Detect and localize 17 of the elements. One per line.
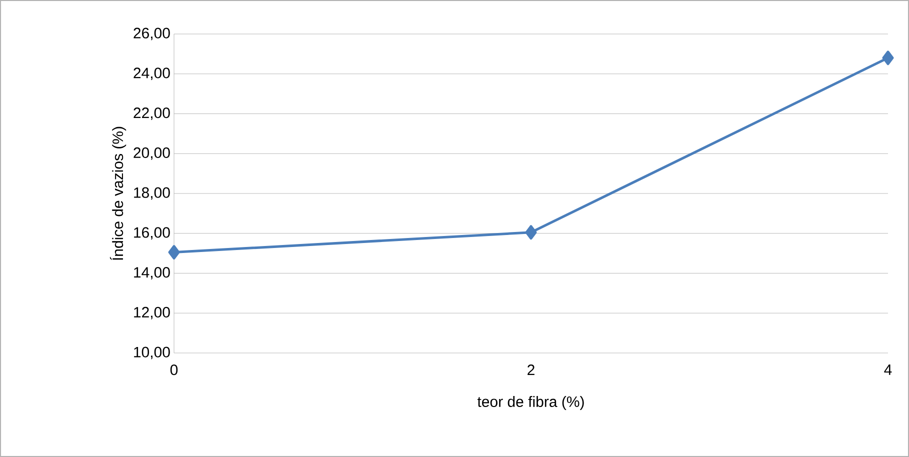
x-axis-title: teor de fibra (%) bbox=[477, 396, 584, 410]
y-tick-label: 10,00 bbox=[134, 346, 170, 360]
y-tick-label: 12,00 bbox=[134, 306, 170, 320]
y-tick-label: 22,00 bbox=[134, 108, 170, 120]
x-tick-label: 4 bbox=[884, 364, 892, 375]
y-tick-label: 20,00 bbox=[134, 147, 170, 160]
point bbox=[882, 50, 894, 66]
point bbox=[168, 245, 180, 260]
y-axis-title: Índice de vazios (%) bbox=[110, 126, 126, 260]
point bbox=[525, 225, 537, 240]
x-tick-label: 2 bbox=[528, 364, 534, 375]
x-tick-label: 0 bbox=[170, 364, 178, 376]
y-tick-label: 24,00 bbox=[134, 68, 170, 80]
y-tick-label: 16,00 bbox=[134, 227, 170, 240]
y-tick-label: 18,00 bbox=[134, 187, 170, 200]
y-tick-label: 26,00 bbox=[134, 28, 170, 40]
y-tick-label: 14,00 bbox=[134, 267, 170, 280]
